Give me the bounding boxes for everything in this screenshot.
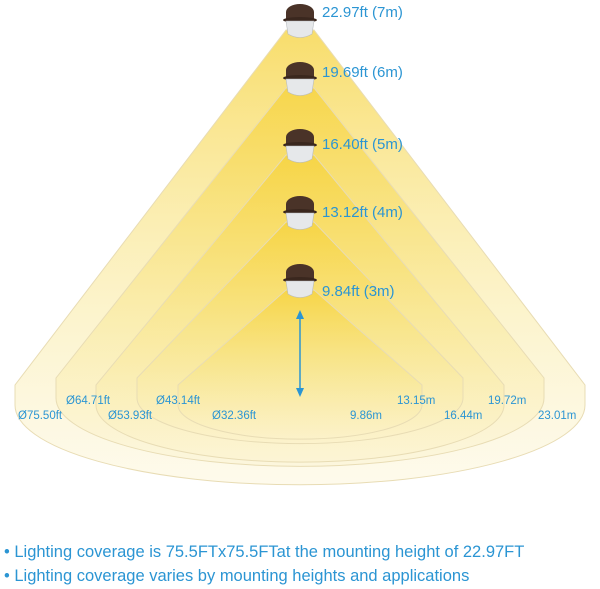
- diameter-m-3m: 9.86m: [350, 410, 382, 422]
- height-label-6m: 19.69ft (6m): [322, 64, 403, 81]
- diameter-ft-7m: Ø75.50ft: [18, 410, 63, 422]
- diameter-m-4m: 13.15m: [397, 395, 436, 407]
- lamp-icon: [283, 62, 317, 96]
- lamp-icon: [283, 129, 317, 163]
- height-label-7m: 22.97ft (7m): [322, 4, 403, 21]
- note-varies: • Lighting coverage varies by mounting h…: [4, 567, 470, 585]
- note-coverage: • Lighting coverage is 75.5FTx75.5FTat t…: [4, 543, 525, 561]
- height-arrow: [296, 310, 304, 397]
- diameter-ft-4m: Ø43.14ft: [156, 395, 201, 407]
- lamp-icon: [283, 4, 317, 38]
- diameter-ft-6m: Ø64.71ft: [66, 395, 111, 407]
- height-label-5m: 16.40ft (5m): [322, 136, 403, 153]
- diameter-m-7m: 23.01m: [538, 410, 577, 422]
- lamp-icon: [283, 264, 317, 298]
- lamp-icon: [283, 196, 317, 230]
- diameter-m-5m: 16.44m: [444, 410, 483, 422]
- diameter-ft-3m: Ø32.36ft: [212, 410, 257, 422]
- height-label-4m: 13.12ft (4m): [322, 204, 403, 221]
- height-label-3m: 9.84ft (3m): [322, 283, 395, 300]
- diameter-ft-5m: Ø53.93ft: [108, 410, 153, 422]
- diameter-m-6m: 19.72m: [488, 395, 527, 407]
